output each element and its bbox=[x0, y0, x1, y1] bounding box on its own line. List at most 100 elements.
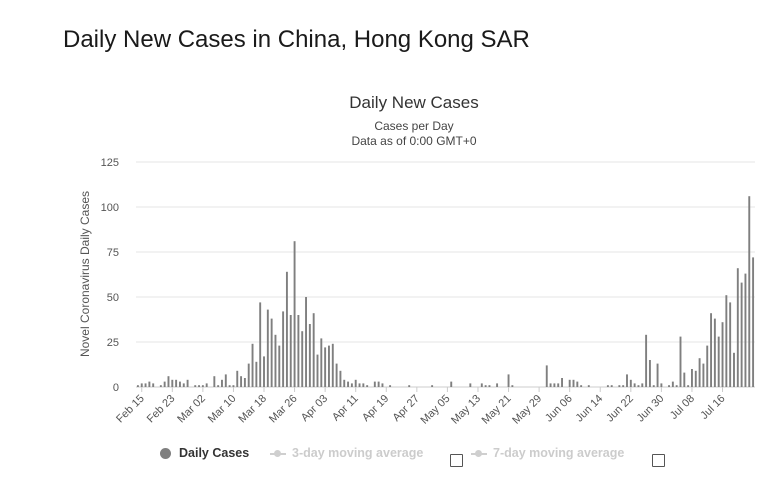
bar-daily-cases[interactable] bbox=[713, 318, 716, 387]
bar-daily-cases[interactable] bbox=[350, 383, 353, 387]
bar-daily-cases[interactable] bbox=[553, 383, 556, 387]
bar-daily-cases[interactable] bbox=[572, 379, 575, 387]
bar-daily-cases[interactable] bbox=[140, 383, 143, 387]
bar-daily-cases[interactable] bbox=[274, 334, 277, 387]
bar-daily-cases[interactable] bbox=[606, 385, 609, 387]
bar-daily-cases[interactable] bbox=[301, 331, 304, 387]
legend-item-daily-cases[interactable]: Daily Cases bbox=[160, 446, 249, 460]
bar-daily-cases[interactable] bbox=[679, 336, 682, 387]
bar-daily-cases[interactable] bbox=[389, 385, 392, 387]
toggle-7-day-average-checkbox[interactable] bbox=[652, 454, 665, 467]
bar-daily-cases[interactable] bbox=[278, 345, 281, 387]
bar-daily-cases[interactable] bbox=[744, 273, 747, 387]
bar-daily-cases[interactable] bbox=[645, 334, 648, 387]
bar-daily-cases[interactable] bbox=[725, 295, 728, 387]
bar-daily-cases[interactable] bbox=[576, 381, 579, 387]
bar-daily-cases[interactable] bbox=[710, 313, 713, 387]
bar-daily-cases[interactable] bbox=[312, 313, 315, 387]
bar-daily-cases[interactable] bbox=[240, 376, 243, 387]
bar-daily-cases[interactable] bbox=[752, 257, 755, 387]
bar-daily-cases[interactable] bbox=[316, 354, 319, 387]
bar-daily-cases[interactable] bbox=[511, 385, 514, 387]
bar-daily-cases[interactable] bbox=[221, 379, 223, 387]
bar-daily-cases[interactable] bbox=[358, 383, 361, 387]
bar-daily-cases[interactable] bbox=[687, 385, 690, 387]
bar-daily-cases[interactable] bbox=[263, 356, 265, 387]
bar-daily-cases[interactable] bbox=[496, 383, 499, 387]
bar-daily-cases[interactable] bbox=[622, 385, 625, 387]
bar-daily-cases[interactable] bbox=[580, 385, 583, 387]
bar-daily-cases[interactable] bbox=[255, 361, 258, 387]
bar-daily-cases[interactable] bbox=[610, 385, 613, 387]
bar-daily-cases[interactable] bbox=[354, 379, 357, 387]
bar-daily-cases[interactable] bbox=[328, 345, 330, 387]
bar-daily-cases[interactable] bbox=[259, 302, 262, 387]
bar-daily-cases[interactable] bbox=[557, 383, 560, 387]
bar-daily-cases[interactable] bbox=[152, 383, 155, 387]
bar-daily-cases[interactable] bbox=[561, 378, 563, 387]
bar-daily-cases[interactable] bbox=[167, 376, 170, 387]
bar-daily-cases[interactable] bbox=[706, 345, 709, 387]
toggle-3-day-average-checkbox[interactable] bbox=[450, 454, 463, 467]
bar-daily-cases[interactable] bbox=[408, 385, 411, 387]
bar-daily-cases[interactable] bbox=[587, 385, 590, 387]
bar-daily-cases[interactable] bbox=[469, 383, 472, 387]
bar-daily-cases[interactable] bbox=[656, 363, 659, 387]
bar-daily-cases[interactable] bbox=[717, 336, 720, 387]
bar-daily-cases[interactable] bbox=[629, 379, 632, 387]
bar-daily-cases[interactable] bbox=[289, 315, 292, 387]
bar-daily-cases[interactable] bbox=[339, 370, 342, 387]
bar-daily-cases[interactable] bbox=[641, 383, 644, 387]
bar-daily-cases[interactable] bbox=[331, 343, 334, 387]
bar-daily-cases[interactable] bbox=[729, 302, 732, 387]
bar-daily-cases[interactable] bbox=[343, 379, 346, 387]
bar-daily-cases[interactable] bbox=[251, 343, 254, 387]
bar-daily-cases[interactable] bbox=[691, 369, 693, 387]
bar-daily-cases[interactable] bbox=[171, 379, 174, 387]
legend-item-3-day-average[interactable]: 3-day moving average bbox=[270, 446, 423, 460]
bar-daily-cases[interactable] bbox=[648, 360, 651, 387]
bar-daily-cases[interactable] bbox=[568, 379, 571, 387]
bar-daily-cases[interactable] bbox=[675, 385, 678, 387]
bar-daily-cases[interactable] bbox=[347, 381, 350, 387]
bar-daily-cases[interactable] bbox=[178, 381, 181, 387]
bar-daily-cases[interactable] bbox=[217, 385, 220, 387]
bar-daily-cases[interactable] bbox=[198, 385, 200, 387]
bar-daily-cases[interactable] bbox=[431, 385, 434, 387]
bar-daily-cases[interactable] bbox=[668, 385, 670, 387]
bar-daily-cases[interactable] bbox=[293, 241, 296, 387]
bar-daily-cases[interactable] bbox=[285, 271, 288, 387]
bar-daily-cases[interactable] bbox=[224, 374, 227, 387]
bar-daily-cases[interactable] bbox=[450, 381, 453, 387]
bar-daily-cases[interactable] bbox=[698, 358, 701, 387]
bar-daily-cases[interactable] bbox=[507, 374, 510, 387]
bar-daily-cases[interactable] bbox=[362, 383, 365, 387]
bar-daily-cases[interactable] bbox=[308, 324, 311, 387]
bar-daily-cases[interactable] bbox=[381, 383, 384, 387]
bar-daily-cases[interactable] bbox=[721, 322, 724, 387]
bar-daily-cases[interactable] bbox=[194, 385, 197, 387]
bar-daily-cases[interactable] bbox=[159, 385, 162, 387]
bar-daily-cases[interactable] bbox=[660, 383, 663, 387]
bar-daily-cases[interactable] bbox=[247, 363, 250, 387]
bar-daily-cases[interactable] bbox=[733, 352, 735, 387]
bar-daily-cases[interactable] bbox=[148, 381, 151, 387]
bar-daily-cases[interactable] bbox=[626, 374, 628, 387]
bar-daily-cases[interactable] bbox=[683, 372, 686, 387]
bar-daily-cases[interactable] bbox=[484, 385, 487, 387]
bar-daily-cases[interactable] bbox=[366, 385, 369, 387]
bar-daily-cases[interactable] bbox=[205, 383, 208, 387]
bar-daily-cases[interactable] bbox=[377, 381, 380, 387]
bar-daily-cases[interactable] bbox=[740, 282, 743, 387]
bar-daily-cases[interactable] bbox=[545, 365, 548, 387]
bar-daily-cases[interactable] bbox=[175, 379, 178, 387]
bar-daily-cases[interactable] bbox=[671, 381, 674, 387]
bar-daily-cases[interactable] bbox=[136, 385, 139, 387]
bar-daily-cases[interactable] bbox=[549, 383, 552, 387]
bar-daily-cases[interactable] bbox=[186, 379, 189, 387]
bar-daily-cases[interactable] bbox=[748, 196, 751, 387]
bar-daily-cases[interactable] bbox=[702, 363, 705, 387]
bar-daily-cases[interactable] bbox=[305, 297, 307, 387]
bar-daily-cases[interactable] bbox=[270, 318, 273, 387]
bar-daily-cases[interactable] bbox=[694, 370, 697, 387]
